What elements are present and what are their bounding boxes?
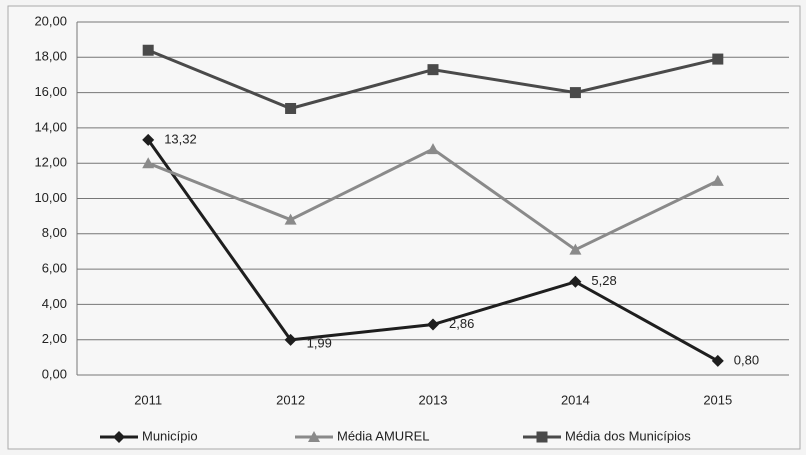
x-tick-label: 2015	[703, 392, 732, 407]
data-label: 13,32	[164, 131, 197, 146]
data-label: 1,99	[307, 335, 332, 350]
marker	[284, 333, 297, 346]
marker	[427, 318, 439, 331]
marker	[142, 157, 155, 169]
legend-label: Média AMUREL	[337, 428, 429, 443]
y-tick-label: 6,00	[42, 261, 67, 276]
y-tick-label: 16,00	[34, 84, 67, 99]
legend-label: Média dos Municípios	[565, 428, 691, 443]
x-tick-label: 2012	[276, 392, 305, 407]
marker	[711, 174, 724, 186]
chart-frame	[7, 5, 801, 450]
y-tick-label: 8,00	[42, 225, 67, 240]
y-tick-label: 10,00	[34, 190, 67, 205]
x-tick-label: 2014	[561, 392, 590, 407]
x-tick-label: 2011	[134, 392, 162, 407]
marker	[569, 87, 581, 99]
y-tick-label: 20,00	[34, 13, 67, 28]
data-label: 5,28	[591, 273, 616, 288]
marker	[427, 143, 439, 155]
y-tick-label: 18,00	[34, 49, 67, 64]
marker	[285, 102, 297, 114]
y-tick-label: 12,00	[34, 155, 67, 170]
marker	[142, 133, 155, 146]
marker	[308, 431, 320, 442]
marker	[113, 431, 125, 443]
marker	[569, 275, 582, 288]
y-tick-label: 0,00	[42, 366, 67, 381]
marker	[536, 431, 548, 443]
marker	[712, 53, 724, 65]
y-tick-label: 2,00	[42, 331, 67, 346]
legend-label: Município	[142, 428, 198, 443]
marker	[284, 213, 297, 225]
data-label: 2,86	[449, 316, 474, 331]
x-tick-label: 2013	[419, 392, 448, 407]
y-tick-label: 14,00	[34, 119, 67, 134]
marker	[142, 44, 154, 56]
marker	[569, 243, 582, 255]
marker	[427, 64, 439, 76]
marker	[711, 354, 724, 367]
data-label: 0,80	[734, 352, 759, 367]
y-tick-label: 4,00	[42, 296, 67, 311]
